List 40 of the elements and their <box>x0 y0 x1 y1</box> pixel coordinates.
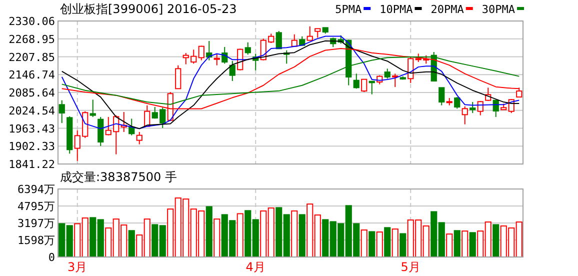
y-tick-label: 3197万 <box>18 217 55 230</box>
chart-title: 成交量:38387500 手 <box>60 170 177 184</box>
bar <box>462 230 468 258</box>
legend-label: 30PMA <box>482 3 516 16</box>
bar <box>376 232 383 258</box>
bar <box>291 210 298 258</box>
bar <box>206 206 212 258</box>
y-tick-label: 2146.74 <box>8 68 56 82</box>
bar <box>298 214 306 258</box>
y-tick-label: 1598万 <box>18 234 55 248</box>
y-tick-label: 1841.22 <box>8 158 55 171</box>
y-tick-label: 4795万 <box>18 200 55 214</box>
legend-label: 20PMA <box>430 3 464 16</box>
bar <box>384 227 391 258</box>
bar <box>236 213 244 258</box>
bar <box>492 224 500 258</box>
y-tick-label: 2330.06 <box>8 15 55 28</box>
y-tick-label: 1963.43 <box>8 122 55 136</box>
bar <box>214 218 220 258</box>
y-tick-label: 2024.54 <box>8 104 56 118</box>
x-tick-label: 4月 <box>246 260 266 274</box>
legend-label: 5PMA <box>335 3 362 16</box>
bar <box>368 231 376 258</box>
x-tick-label: 3月 <box>68 260 88 274</box>
bar <box>400 233 406 258</box>
y-tick-label: 1902.33 <box>8 140 55 154</box>
bar <box>469 232 476 258</box>
legend-label: 10PMA <box>380 3 414 16</box>
bar <box>128 230 135 258</box>
x-tick-label: 5月 <box>400 260 420 274</box>
y-tick-label: 2268.95 <box>8 32 55 46</box>
bar <box>392 228 398 258</box>
bar <box>454 230 460 258</box>
chart-title: 创业板指[399006] 2016-05-23 <box>60 2 237 16</box>
y-tick-label: 2207.85 <box>8 50 55 64</box>
bar <box>446 234 453 258</box>
y-tick-label: 0 <box>48 251 55 264</box>
y-tick-label: 2085.64 <box>8 86 56 100</box>
bar <box>360 229 368 258</box>
y-tick-label: 6394万 <box>18 183 55 196</box>
